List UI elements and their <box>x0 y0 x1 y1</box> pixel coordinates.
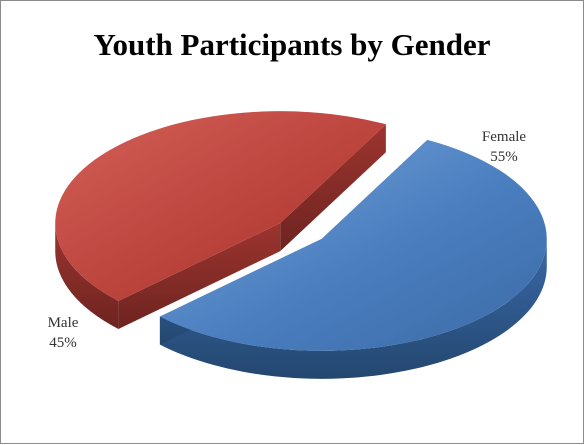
data-label-category: Female <box>482 129 526 145</box>
pie-slice-side-male <box>55 223 119 329</box>
data-label-female: Female 55% <box>482 129 526 165</box>
pie-slice-wall-male <box>280 124 386 252</box>
pie-slice-male <box>55 111 386 301</box>
pie-slice-side-female <box>159 238 547 379</box>
pie-slice-wall-male <box>118 223 281 329</box>
chart-title: Youth Participants by Gender <box>93 27 491 62</box>
data-label-percent: 55% <box>490 149 518 165</box>
data-label-percent: 45% <box>49 335 77 351</box>
pie-slice-female <box>159 139 547 351</box>
data-label-category: Male <box>48 315 79 331</box>
data-label-male: Male 45% <box>48 315 79 351</box>
